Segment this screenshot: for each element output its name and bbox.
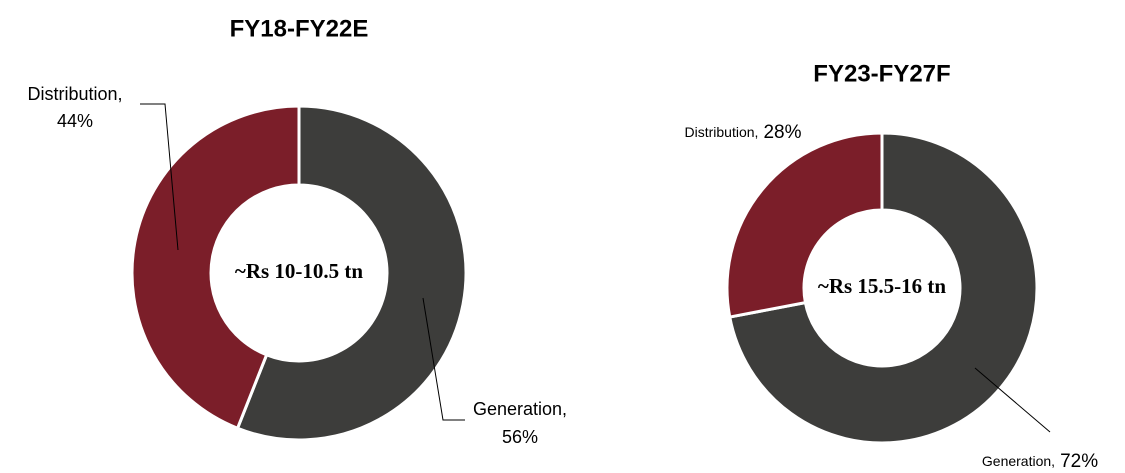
leader-line <box>422 297 465 421</box>
value-label: 28% <box>763 122 801 143</box>
chart-title: FY23-FY27F <box>813 60 950 87</box>
chart-title: FY18-FY22E <box>230 15 369 42</box>
category-label: Generation, <box>473 399 567 419</box>
data-label: Generation, 72% <box>982 451 1098 472</box>
category-label: Distribution, <box>685 124 759 140</box>
leader-line <box>974 367 1051 433</box>
leader-line <box>140 103 179 251</box>
category-label: Generation, <box>982 453 1055 469</box>
value-label: 72% <box>1060 451 1098 472</box>
data-label: Distribution, 28% <box>685 122 802 143</box>
donut-segment <box>235 104 468 442</box>
value-label: 44% <box>57 111 93 131</box>
donut-segment <box>725 131 884 319</box>
category-label: Distribution, <box>27 84 122 104</box>
donut-segment <box>130 104 301 431</box>
value-label: 56% <box>502 427 538 447</box>
center-label: ~Rs 15.5-16 tn <box>818 274 946 298</box>
donut-segment <box>727 131 1039 445</box>
center-label: ~Rs 10-10.5 tn <box>235 259 363 283</box>
